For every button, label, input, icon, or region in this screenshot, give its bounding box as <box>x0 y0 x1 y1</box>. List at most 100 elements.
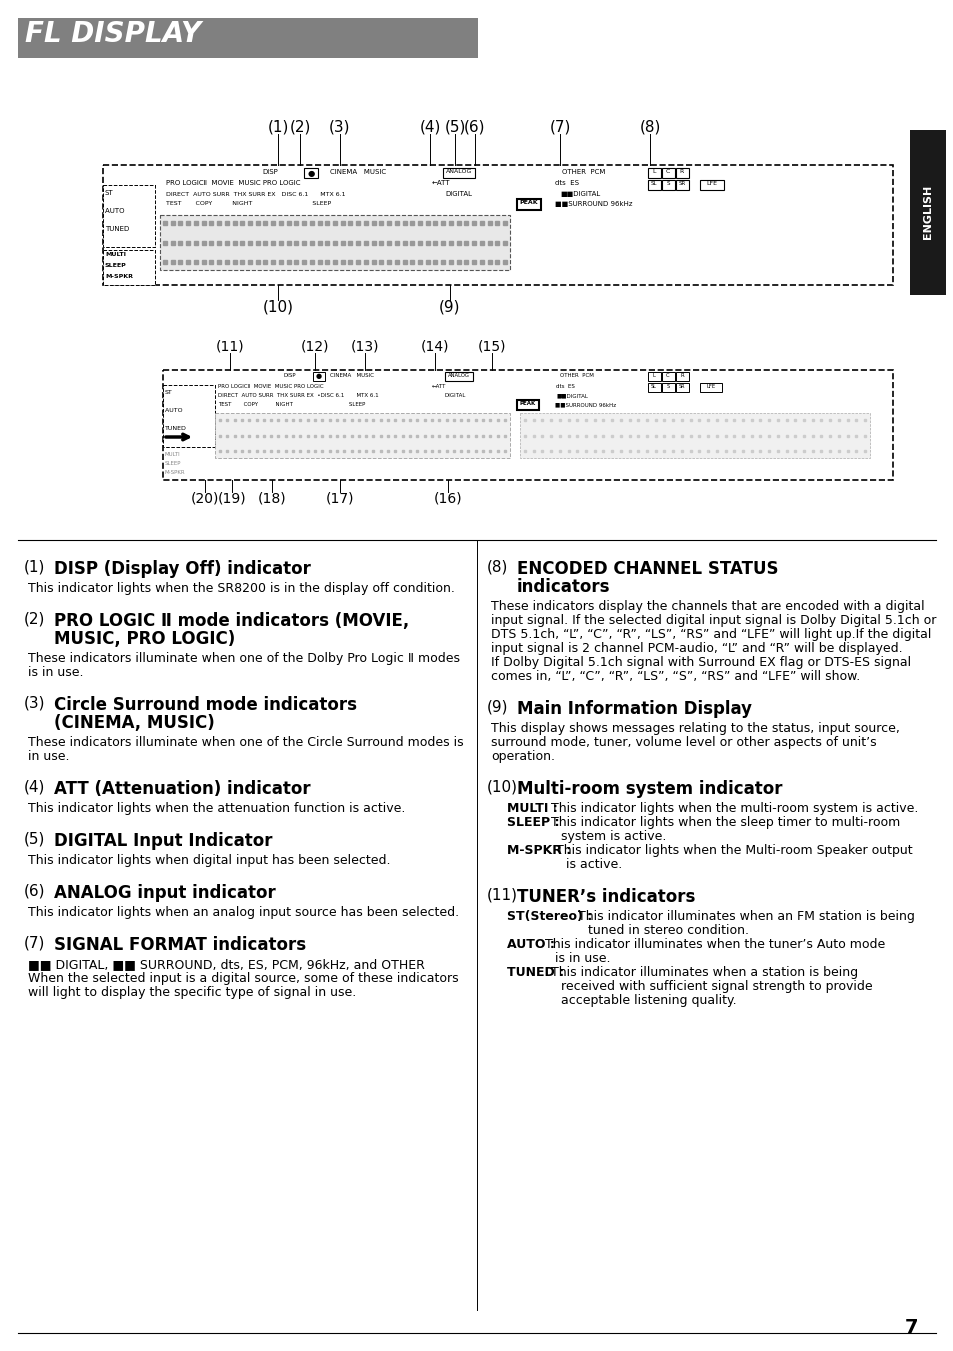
Text: system is active.: system is active. <box>560 830 666 843</box>
Text: ST: ST <box>165 390 172 394</box>
Text: This indicator illuminates when a station is being: This indicator illuminates when a statio… <box>551 966 858 979</box>
Text: SR: SR <box>678 181 685 186</box>
Bar <box>519 413 869 458</box>
Text: (CINEMA, MUSIC): (CINEMA, MUSIC) <box>54 713 214 732</box>
Text: DIGITAL Input Indicator: DIGITAL Input Indicator <box>54 832 273 850</box>
Text: tuned in stereo condition.: tuned in stereo condition. <box>588 924 749 938</box>
Text: indicators: indicators <box>517 578 610 596</box>
Text: input signal is 2 channel PCM-audio, “L” and “R” will be displayed.: input signal is 2 channel PCM-audio, “L”… <box>491 642 902 655</box>
Text: ■■DIGITAL: ■■DIGITAL <box>557 393 588 399</box>
Text: M-SPKR: M-SPKR <box>105 274 132 280</box>
Bar <box>700 382 721 392</box>
Text: ←ATT: ←ATT <box>432 180 450 186</box>
Text: (4): (4) <box>24 780 46 794</box>
Text: S: S <box>665 181 669 186</box>
Text: dts  ES: dts ES <box>555 180 578 186</box>
Text: Main Information Display: Main Information Display <box>517 700 751 717</box>
Bar <box>700 180 723 190</box>
Text: ■■SURROUND 96kHz: ■■SURROUND 96kHz <box>555 403 616 407</box>
Text: TUNER’s indicators: TUNER’s indicators <box>517 888 695 907</box>
Text: ANALOG: ANALOG <box>445 169 472 174</box>
Text: (7): (7) <box>549 120 570 135</box>
Bar <box>304 168 317 178</box>
Text: TUNED: TUNED <box>105 226 129 232</box>
Text: AUTO: AUTO <box>105 208 127 213</box>
Text: (2): (2) <box>24 612 46 627</box>
Text: (10): (10) <box>262 300 294 315</box>
Text: This indicator lights when the SR8200 is in the display off condition.: This indicator lights when the SR8200 is… <box>28 582 455 594</box>
Bar <box>103 250 154 285</box>
Text: SL: SL <box>650 181 657 186</box>
Text: (11): (11) <box>486 888 517 902</box>
Text: This indicator lights when an analog input source has been selected.: This indicator lights when an analog inp… <box>28 907 458 919</box>
Text: R: R <box>679 169 683 174</box>
Bar <box>163 385 214 447</box>
Text: DISP: DISP <box>262 169 277 176</box>
Text: ■■DIGITAL: ■■DIGITAL <box>559 190 599 197</box>
Text: (7): (7) <box>24 936 46 951</box>
Text: TUNED: TUNED <box>165 426 187 431</box>
Text: operation.: operation. <box>491 750 555 763</box>
Text: SR: SR <box>678 384 684 389</box>
Text: (18): (18) <box>257 492 286 507</box>
Text: TEST       COPY          NIGHT                                SLEEP: TEST COPY NIGHT SLEEP <box>218 403 365 407</box>
Text: This indicator lights when the multi-room system is active.: This indicator lights when the multi-roo… <box>551 802 918 815</box>
Bar <box>661 382 675 392</box>
Text: (20): (20) <box>191 492 219 507</box>
Text: AUTO :: AUTO : <box>506 938 558 951</box>
Text: TUNED :: TUNED : <box>506 966 568 979</box>
Text: DTS 5.1ch, “L”, “C”, “R”, “LS”, “RS” and “LFE” will light up.If the digital: DTS 5.1ch, “L”, “C”, “R”, “LS”, “RS” and… <box>491 628 930 640</box>
Bar <box>444 372 473 381</box>
Bar <box>103 165 892 285</box>
Text: PEAK: PEAK <box>519 401 536 407</box>
Bar <box>517 199 540 209</box>
Text: MULTI: MULTI <box>105 253 126 257</box>
Text: (2): (2) <box>289 120 311 135</box>
Text: will light to display the specific type of signal in use.: will light to display the specific type … <box>28 986 355 998</box>
Bar <box>214 413 510 458</box>
Text: SL: SL <box>650 384 657 389</box>
Text: C: C <box>665 169 670 174</box>
Text: C: C <box>665 373 669 378</box>
Text: ENGLISH: ENGLISH <box>923 185 932 239</box>
Text: input signal. If the selected digital input signal is Dolby Digital 5.1ch or: input signal. If the selected digital in… <box>491 613 936 627</box>
Text: ←ATT: ←ATT <box>432 384 446 389</box>
Text: TEST       COPY          NIGHT                              SLEEP: TEST COPY NIGHT SLEEP <box>166 201 331 205</box>
Bar <box>647 372 660 381</box>
Text: SLEEP: SLEEP <box>165 461 181 466</box>
Text: ANALOG input indicator: ANALOG input indicator <box>54 884 275 902</box>
Text: R: R <box>679 373 683 378</box>
Text: ■■SURROUND 96kHz: ■■SURROUND 96kHz <box>555 201 632 207</box>
Bar <box>647 382 660 392</box>
Text: If Dolby Digital 5.1ch signal with Surround EX flag or DTS-ES signal: If Dolby Digital 5.1ch signal with Surro… <box>491 657 910 669</box>
Text: M-SPKR :: M-SPKR : <box>506 844 575 857</box>
Text: LFE: LFE <box>706 181 717 186</box>
Text: MULTI: MULTI <box>165 453 180 457</box>
Text: (11): (11) <box>215 340 244 354</box>
Text: DIGITAL: DIGITAL <box>444 393 466 399</box>
Text: DIRECT  AUTO SURR  THX SURR EX   DISC 6.1      MTX 6.1: DIRECT AUTO SURR THX SURR EX DISC 6.1 MT… <box>166 192 345 197</box>
Text: ST: ST <box>105 190 113 196</box>
Text: Multi-room system indicator: Multi-room system indicator <box>517 780 781 798</box>
Text: ■■ DIGITAL, ■■ SURROUND, dts, ES, PCM, 96kHz, and OTHER: ■■ DIGITAL, ■■ SURROUND, dts, ES, PCM, 9… <box>28 958 424 971</box>
Text: (4): (4) <box>419 120 440 135</box>
Text: CINEMA   MUSIC: CINEMA MUSIC <box>330 373 374 378</box>
Text: DISP (Display Off) indicator: DISP (Display Off) indicator <box>54 561 311 578</box>
Text: ENCODED CHANNEL STATUS: ENCODED CHANNEL STATUS <box>517 561 778 578</box>
Bar <box>313 372 325 381</box>
Text: (3): (3) <box>329 120 351 135</box>
Text: AUTO: AUTO <box>165 408 185 413</box>
Text: is in use.: is in use. <box>555 952 610 965</box>
Text: SIGNAL FORMAT indicators: SIGNAL FORMAT indicators <box>54 936 306 954</box>
Text: is active.: is active. <box>566 858 622 871</box>
Text: (8): (8) <box>639 120 660 135</box>
Text: (6): (6) <box>464 120 485 135</box>
Text: acceptable listening quality.: acceptable listening quality. <box>560 994 736 1006</box>
Text: SLEEP: SLEEP <box>105 263 127 267</box>
Text: (17): (17) <box>325 492 354 507</box>
Text: This indicator lights when the Multi-room Speaker output: This indicator lights when the Multi-roo… <box>556 844 912 857</box>
Bar <box>661 180 675 190</box>
Text: PRO LOGIC Ⅱ mode indicators (MOVIE,: PRO LOGIC Ⅱ mode indicators (MOVIE, <box>54 612 409 630</box>
Text: ATT (Attenuation) indicator: ATT (Attenuation) indicator <box>54 780 311 798</box>
Text: (14): (14) <box>420 340 449 354</box>
